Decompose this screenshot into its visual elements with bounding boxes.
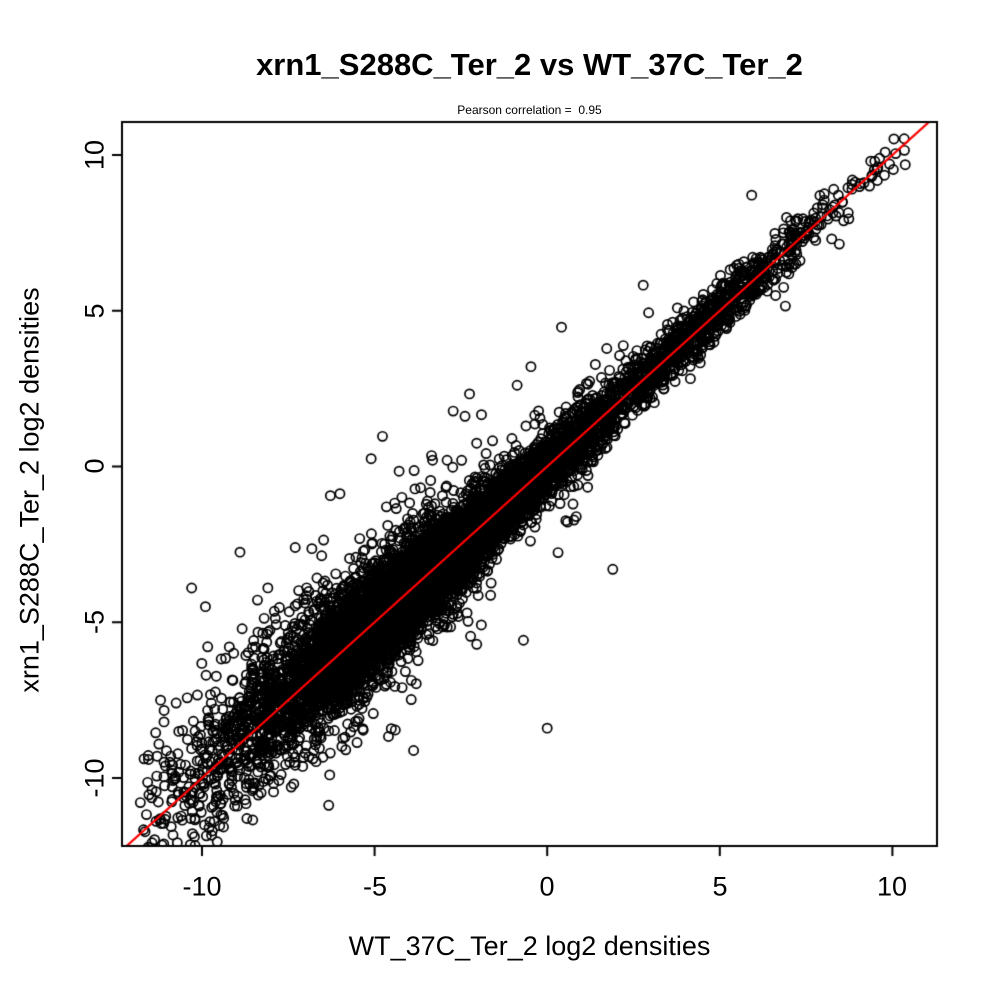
chart-title: xrn1_S288C_Ter_2 vs WT_37C_Ter_2: [256, 47, 803, 82]
y-tick-label: -5: [79, 609, 110, 635]
y-tick-label: 10: [79, 139, 110, 171]
x-tick-label: -10: [182, 871, 222, 902]
chart-subtitle: Pearson correlation = 0.95: [457, 103, 602, 117]
x-tick-label: -5: [362, 871, 388, 902]
y-axis-label: xrn1_S288C_Ter_2 log2 densities: [14, 287, 45, 693]
x-tick-label: 0: [539, 871, 555, 902]
y-tick-label: 0: [79, 458, 110, 474]
y-tick-label: -10: [79, 758, 110, 798]
y-tick-label: 5: [79, 303, 110, 319]
x-tick-label: 10: [876, 871, 908, 902]
x-axis-label: WT_37C_Ter_2 log2 densities: [348, 931, 711, 961]
x-tick-label: 5: [712, 871, 728, 902]
